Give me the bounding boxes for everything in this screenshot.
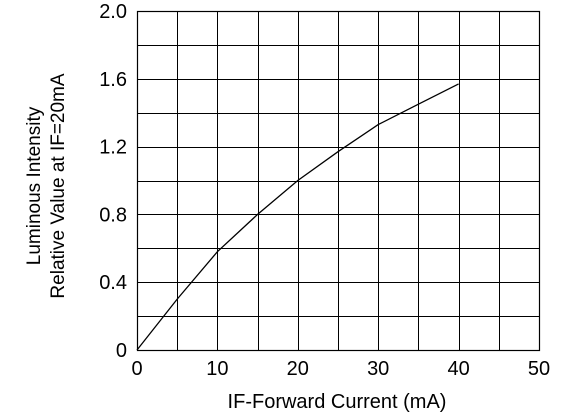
y-tick-label: 0.8 <box>99 204 127 226</box>
y-tick-label: 0 <box>116 340 127 362</box>
y-tick-label: 1.6 <box>99 69 127 91</box>
y-tick-label: 1.2 <box>99 137 127 159</box>
x-tick-label: 0 <box>131 358 142 380</box>
series-layer <box>136 83 459 351</box>
y-tick-label: 2.0 <box>99 1 127 23</box>
x-tick-label: 20 <box>287 358 309 380</box>
x-tick-label: 40 <box>447 358 469 380</box>
series-line <box>136 83 459 351</box>
y-tick-label: 0.4 <box>99 272 127 294</box>
x-tick-labels: 0 10 20 30 40 50 <box>131 358 550 380</box>
y-tick-labels: 0 0.4 0.8 1.2 1.6 2.0 <box>99 1 127 362</box>
grid-layer <box>136 10 541 352</box>
y-axis-title-line-1: Luminous Intensity <box>24 106 45 265</box>
x-tick-label: 10 <box>206 358 228 380</box>
x-tick-label: 30 <box>367 358 389 380</box>
x-axis-title: IF-Forward Current (mA) <box>228 391 447 413</box>
plot-frame <box>136 10 541 352</box>
x-tick-label: 50 <box>528 358 550 380</box>
y-axis-title-line-2: Relative Value at IF=20mA <box>48 73 69 298</box>
